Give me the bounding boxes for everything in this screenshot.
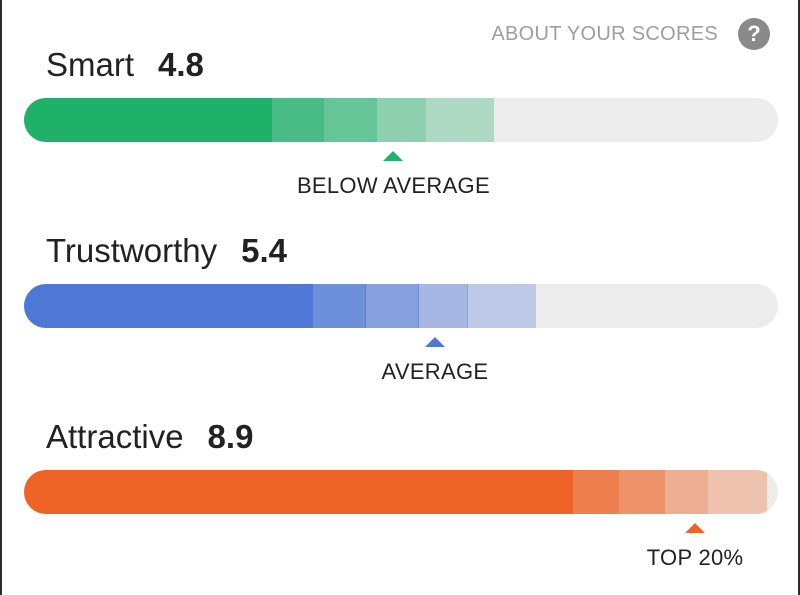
score-attractive: Attractive 8.9 TOP 20% <box>24 418 778 570</box>
about-your-scores-link[interactable]: ABOUT YOUR SCORES <box>491 22 718 45</box>
score-header: Attractive 8.9 <box>46 418 778 458</box>
score-name: Attractive <box>46 418 184 455</box>
score-value: 5.4 <box>241 232 288 269</box>
score-bar-segment <box>24 98 272 142</box>
score-bar-segment <box>323 98 378 142</box>
score-bar-segment <box>271 98 325 142</box>
score-name: Trustworthy <box>46 232 218 269</box>
score-header: Smart 4.8 <box>46 46 778 86</box>
score-header: Trustworthy 5.4 <box>46 232 778 272</box>
score-bar-segment <box>572 470 620 514</box>
right-edge <box>798 0 800 595</box>
score-trustworthy: Trustworthy 5.4 AVERAGE <box>24 232 778 384</box>
score-value: 4.8 <box>158 46 204 83</box>
help-circle-icon[interactable]: ? <box>738 18 770 50</box>
score-bar-segment <box>707 470 768 514</box>
score-bar-segment <box>425 98 495 142</box>
score-bar-segment <box>618 470 666 514</box>
score-bar-segment <box>24 470 574 514</box>
score-value: 8.9 <box>207 418 254 455</box>
left-edge <box>0 0 2 595</box>
score-bar-segment <box>24 284 314 328</box>
score-rating: BELOW AVERAGE <box>296 173 490 198</box>
score-marker <box>685 523 706 533</box>
score-marker <box>383 151 404 161</box>
score-rating: AVERAGE <box>381 359 489 384</box>
score-bar <box>24 98 778 142</box>
score-rating: TOP 20% <box>646 545 744 570</box>
about-your-scores[interactable]: ABOUT YOUR SCORES ? <box>491 18 770 50</box>
score-bar-segment <box>467 284 536 328</box>
score-bar-segment <box>365 284 419 328</box>
score-bar-segment <box>664 470 708 514</box>
score-name: Smart <box>46 46 135 83</box>
score-bar <box>24 470 778 514</box>
score-bar-segment <box>376 98 427 142</box>
score-marker <box>424 337 445 347</box>
score-bar-segment <box>312 284 366 328</box>
score-bar-segment <box>418 284 468 328</box>
score-smart: Smart 4.8 BELOW AVERAGE <box>24 46 778 198</box>
score-bar <box>24 284 778 328</box>
